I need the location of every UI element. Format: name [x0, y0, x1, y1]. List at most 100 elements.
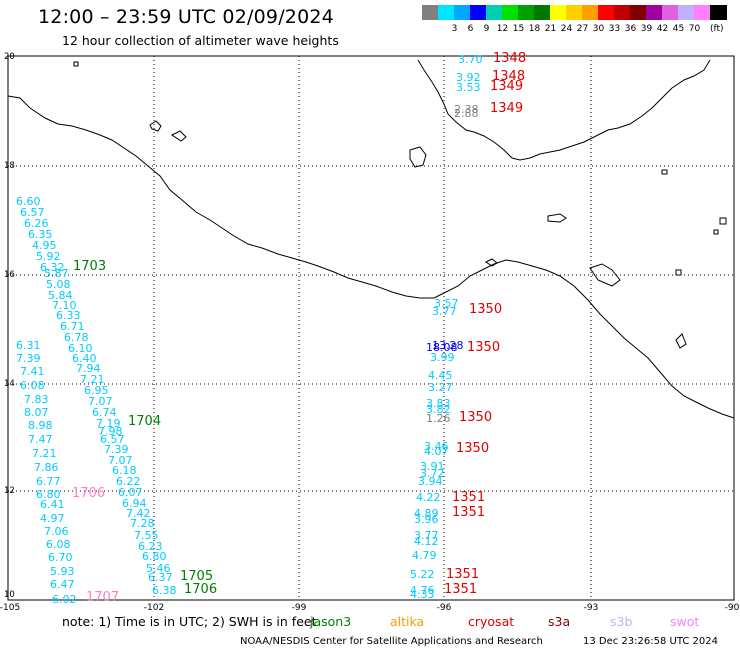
wave-height-value: 6.10 — [68, 342, 93, 355]
pass-time-label: 1349 — [490, 101, 524, 116]
pass-time-label: 1351 — [452, 490, 486, 505]
wave-height-value: 7.55 — [134, 529, 159, 542]
legend-label: 30 — [592, 24, 605, 34]
chart-subtitle: 12 hour collection of altimeter wave hei… — [62, 33, 339, 48]
wave-height-value: 6.02 — [52, 593, 77, 606]
legend-swatch — [582, 5, 599, 20]
pacific-coastline — [7, 95, 735, 419]
wave-height-value: 4.95 — [32, 239, 57, 252]
wave-height-value: 6.77 — [36, 475, 61, 488]
wave-height-value: 6.38 — [152, 584, 177, 597]
wave-height-value: 3.82 — [426, 403, 451, 416]
pass-time-label: 1703 — [73, 259, 107, 274]
wave-height-value: 6.22 — [116, 475, 141, 488]
wave-height-value: 3.91 — [420, 460, 445, 473]
wave-height-value: 7.94 — [76, 362, 101, 375]
wave-height-value: 3.77 — [432, 305, 457, 318]
legend-swatch — [502, 5, 519, 20]
map-frame — [7, 55, 735, 601]
lon-label: -93 — [583, 603, 599, 613]
wave-height-value: 1.26 — [426, 412, 451, 425]
wave-height-value: 6.94 — [122, 497, 147, 510]
wave-height-value: 4.76 — [410, 584, 435, 597]
wave-height-value: 4.07 — [424, 445, 449, 458]
wave-height-value: 6.57 — [20, 206, 45, 219]
legend-label: 3 — [451, 24, 458, 34]
wave-height-value: 4.89 — [414, 507, 439, 520]
pass-time-label: 1706 — [184, 582, 218, 597]
wave-height-value: 7.86 — [34, 461, 59, 474]
wave-height-value: 6.07 — [118, 486, 143, 499]
wave-height-value: 3.27 — [428, 381, 453, 394]
wave-height-value: 7.28 — [130, 517, 155, 530]
wave-height-value: 6.41 — [40, 498, 65, 511]
pass-time-label: 1350 — [467, 340, 501, 355]
wave-height-value: 7.39 — [104, 443, 129, 456]
legend-swatch — [662, 5, 679, 20]
lat-label: 20 — [4, 52, 15, 62]
legend-swatch — [598, 5, 615, 20]
wave-height-value: 7.39 — [16, 352, 41, 365]
pass-time-label: 1704 — [128, 414, 162, 429]
wave-height-value: 3.53 — [456, 81, 481, 94]
wave-height-value: 6.74 — [92, 406, 117, 419]
wave-height-value: 5.46 — [146, 562, 171, 575]
wave-height-value: 4.33 — [410, 588, 435, 601]
wave-height-value: 7.83 — [24, 393, 49, 406]
wave-height-value: 3.77 — [414, 529, 439, 542]
wave-height-value: 5.22 — [410, 568, 435, 581]
wave-height-value: 6.33 — [56, 309, 81, 322]
legend-label: 70 — [688, 24, 701, 34]
wave-height-value: 4.12 — [414, 535, 439, 548]
legend-label: 36 — [624, 24, 637, 34]
wave-height-value: 7.98 — [98, 425, 123, 438]
legend-label: 21 — [544, 24, 557, 34]
wave-height-value: 7.21 — [80, 373, 105, 386]
wave-height-value: 6.80 — [36, 488, 61, 501]
pass-time-label: 1350 — [469, 302, 503, 317]
legend-swatch — [518, 5, 535, 20]
wave-height-value: 8.98 — [28, 419, 53, 432]
wave-height-value: 6.80 — [142, 550, 167, 563]
lon-label: -96 — [436, 603, 452, 613]
wave-height-value: 6.08 — [46, 538, 71, 551]
wave-height-value: 7.19 — [96, 417, 121, 430]
wave-height-value: 3.72 — [420, 467, 445, 480]
wave-height-value: 7.07 — [108, 454, 133, 467]
wave-height-value: 7.06 — [44, 525, 69, 538]
wave-height-value: 3.92 — [456, 71, 481, 84]
lon-label: -105 — [0, 603, 21, 613]
wave-height-value: 6.18 — [112, 464, 137, 477]
wave-height-value: 18.08 — [426, 341, 458, 354]
legend-label: 39 — [640, 24, 653, 34]
legend-label: 33 — [608, 24, 621, 34]
legend-label: 42 — [656, 24, 669, 34]
wave-height-value: 7.10 — [52, 299, 77, 312]
pass-time-label: 1349 — [490, 79, 524, 94]
wave-height-value: 5.08 — [46, 278, 71, 291]
legend-label: 18 — [528, 24, 541, 34]
wave-height-value: 5.84 — [48, 289, 73, 302]
legend-swatch — [646, 5, 663, 20]
legend-swatch — [630, 5, 647, 20]
satellite-swot: swot — [670, 614, 700, 629]
wave-height-value: 6.47 — [50, 578, 75, 591]
wave-height-value: 7.47 — [28, 433, 53, 446]
wave-height-value: 6.71 — [60, 320, 85, 333]
wave-height-value: 2.38 — [454, 103, 479, 116]
chart-title: 12:00 – 23:59 UTC 02/09/2024 — [38, 6, 334, 28]
satellite-altika: altika — [390, 614, 425, 629]
wave-height-value: 6.35 — [28, 228, 53, 241]
legend-swatch — [694, 5, 711, 20]
legend-label: 27 — [576, 24, 589, 34]
wave-height-value: 6.40 — [72, 352, 97, 365]
lat-label: 16 — [4, 270, 15, 280]
pass-time-label: 1707 — [86, 590, 120, 605]
legend-swatch — [550, 5, 567, 20]
pass-time-label: 1350 — [456, 441, 490, 456]
islands — [73, 61, 727, 349]
pass-time-label: 1348 — [492, 69, 526, 84]
pass-time-label: 1706 — [72, 486, 106, 501]
gulf-coastline — [417, 59, 711, 161]
pass-time-label: 1348 — [493, 51, 527, 66]
